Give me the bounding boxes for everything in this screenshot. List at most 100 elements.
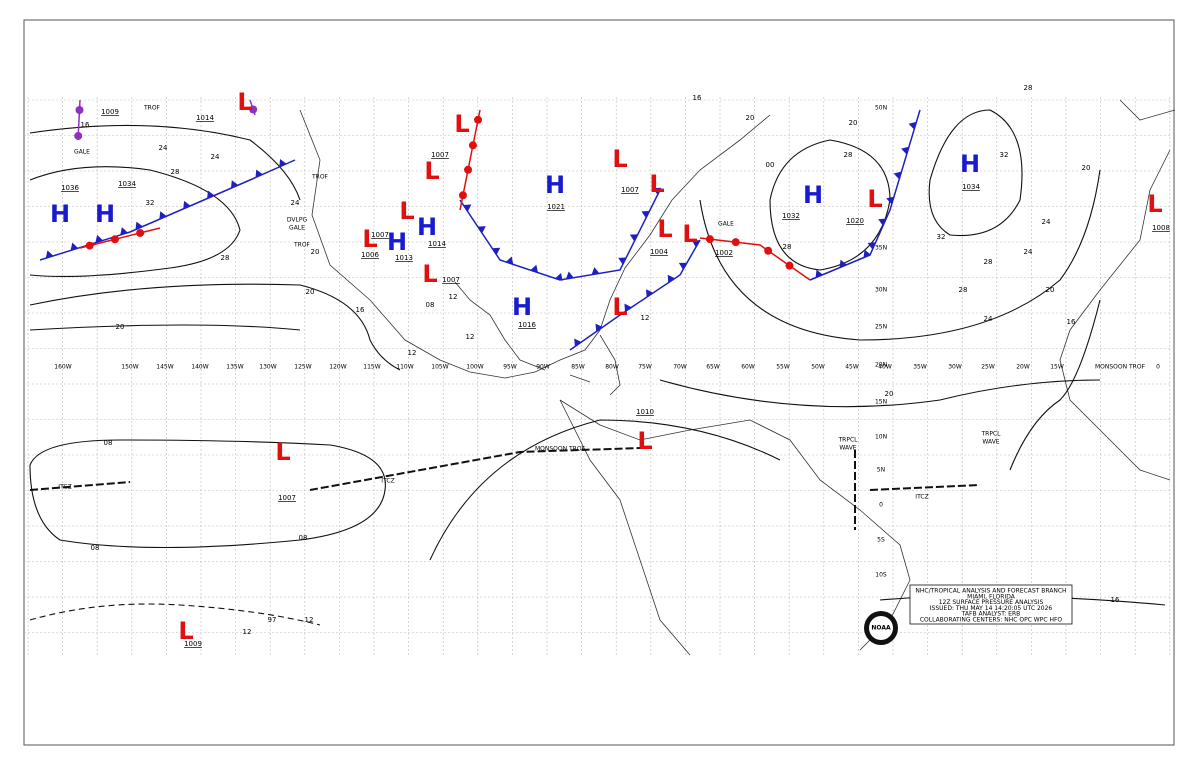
low-center: L — [422, 260, 437, 288]
isobar-label: 24 — [1024, 248, 1033, 256]
front-symbol — [230, 180, 239, 189]
low-center: L — [275, 438, 290, 466]
isobar-label: 12 — [408, 349, 417, 357]
info-box: NHC/TROPICAL ANALYSIS AND FORECAST BRANC… — [864, 584, 1073, 645]
front-symbol — [136, 228, 145, 237]
front-symbol — [463, 204, 472, 212]
longitude-label: 50W — [811, 364, 825, 371]
longitude-label: 115W — [363, 364, 380, 371]
latitude-label: 50N — [875, 105, 887, 112]
front-symbol — [505, 256, 514, 265]
front-symbol — [135, 221, 143, 230]
isobar-label: 12 — [305, 616, 314, 624]
info-line: ISSUED: THU MAY 14 14:20:05 UTC 2026 — [930, 605, 1053, 612]
isobar-label: 08 — [91, 544, 100, 552]
front-symbol — [458, 191, 467, 200]
longitude-label: 105W — [431, 364, 448, 371]
isobar-label: 97 — [268, 616, 277, 624]
annotation: GALE — [718, 221, 734, 228]
front-symbol — [653, 187, 662, 195]
high-center: H — [960, 150, 980, 178]
isobar-label: 24 — [159, 144, 168, 152]
isobar-label: 08 — [299, 534, 308, 542]
latitude-label: 5S — [877, 537, 885, 544]
page-frame — [23, 19, 1175, 746]
fronts — [39, 99, 921, 351]
front-symbol — [464, 165, 473, 174]
front-symbol — [839, 259, 847, 268]
front-symbol — [731, 238, 740, 247]
front-symbol — [207, 190, 215, 199]
low-center: L — [178, 617, 193, 645]
front-symbol — [641, 210, 650, 219]
low-center: L — [682, 220, 697, 248]
isobar-label: 12 — [641, 314, 650, 322]
longitude-label: 90W — [536, 364, 550, 371]
isobar-label: 20 — [1082, 164, 1091, 172]
longitude-label: 40W — [878, 364, 892, 371]
latitude-label: 0 — [879, 502, 883, 509]
front-symbol — [667, 274, 675, 283]
front-symbol — [618, 257, 627, 265]
longitude-label: 120W — [329, 364, 346, 371]
front-symbol — [477, 226, 486, 234]
latitude-label: 35N — [875, 245, 887, 252]
grid — [24, 97, 1171, 655]
isobar-label: 32 — [1000, 151, 1009, 159]
pressure-value: 1014 — [196, 114, 214, 122]
front-symbol — [120, 227, 128, 236]
front-symbol — [901, 146, 909, 155]
front-symbol — [474, 115, 483, 124]
longitude-label: 145W — [156, 364, 173, 371]
isobar-label: 16 — [356, 306, 365, 314]
pressure-value: 1034 — [962, 183, 980, 191]
annotation: ITCZ — [381, 478, 394, 485]
annotation: DVLPG — [287, 217, 308, 224]
longitude-label: 30W — [948, 364, 962, 371]
pressure-value: 1008 — [1152, 224, 1170, 232]
high-center: H — [387, 228, 407, 256]
pressure-value: 1009 — [101, 108, 119, 116]
isobar-label: 20 — [311, 248, 320, 256]
high-center: H — [803, 181, 823, 209]
isobar-label: 28 — [221, 254, 230, 262]
troughs — [29, 447, 981, 530]
longitude-label: 150W — [121, 364, 138, 371]
pressure-value: 1013 — [395, 254, 413, 262]
isobar-label: 08 — [104, 439, 113, 447]
longitude-label: 125W — [294, 364, 311, 371]
front-symbol — [492, 247, 501, 255]
low-center: L — [237, 88, 252, 116]
latitude-label: 20N — [875, 362, 887, 369]
front-symbol — [624, 303, 632, 312]
front-symbol — [591, 267, 600, 275]
front-symbol — [565, 271, 574, 280]
longitude-label: 35W — [913, 364, 927, 371]
annotation: TRPCL — [981, 431, 1002, 438]
noaa-logo-text: NOAA — [871, 625, 891, 632]
isobar-label: 00 — [766, 161, 775, 169]
annotation: TROF — [293, 242, 311, 249]
front-symbol — [886, 196, 895, 205]
pressure-value: 1016 — [518, 321, 536, 329]
high-center: H — [512, 293, 532, 321]
isobar-label: 28 — [1024, 84, 1033, 92]
longitude-label: 160W — [54, 364, 71, 371]
front-symbol — [785, 261, 794, 270]
low-center: L — [637, 427, 652, 455]
annotation: MONSOON TROF — [535, 446, 586, 453]
isobar-label: 24 — [984, 315, 993, 323]
front-symbol — [691, 240, 700, 248]
isobar-label: 20 — [116, 323, 125, 331]
isobar-label: 28 — [844, 151, 853, 159]
front-symbol — [110, 235, 119, 244]
annotation: MONSOON TROF — [1095, 364, 1146, 371]
coastlines — [299, 99, 1176, 656]
pressure-value: 1007 — [371, 231, 389, 239]
longitude-label: 65W — [706, 364, 720, 371]
isobar-label: 20 — [306, 288, 315, 296]
info-line: 12Z SURFACE PRESSURE ANALYSIS — [939, 599, 1044, 606]
low-center: L — [399, 197, 414, 225]
